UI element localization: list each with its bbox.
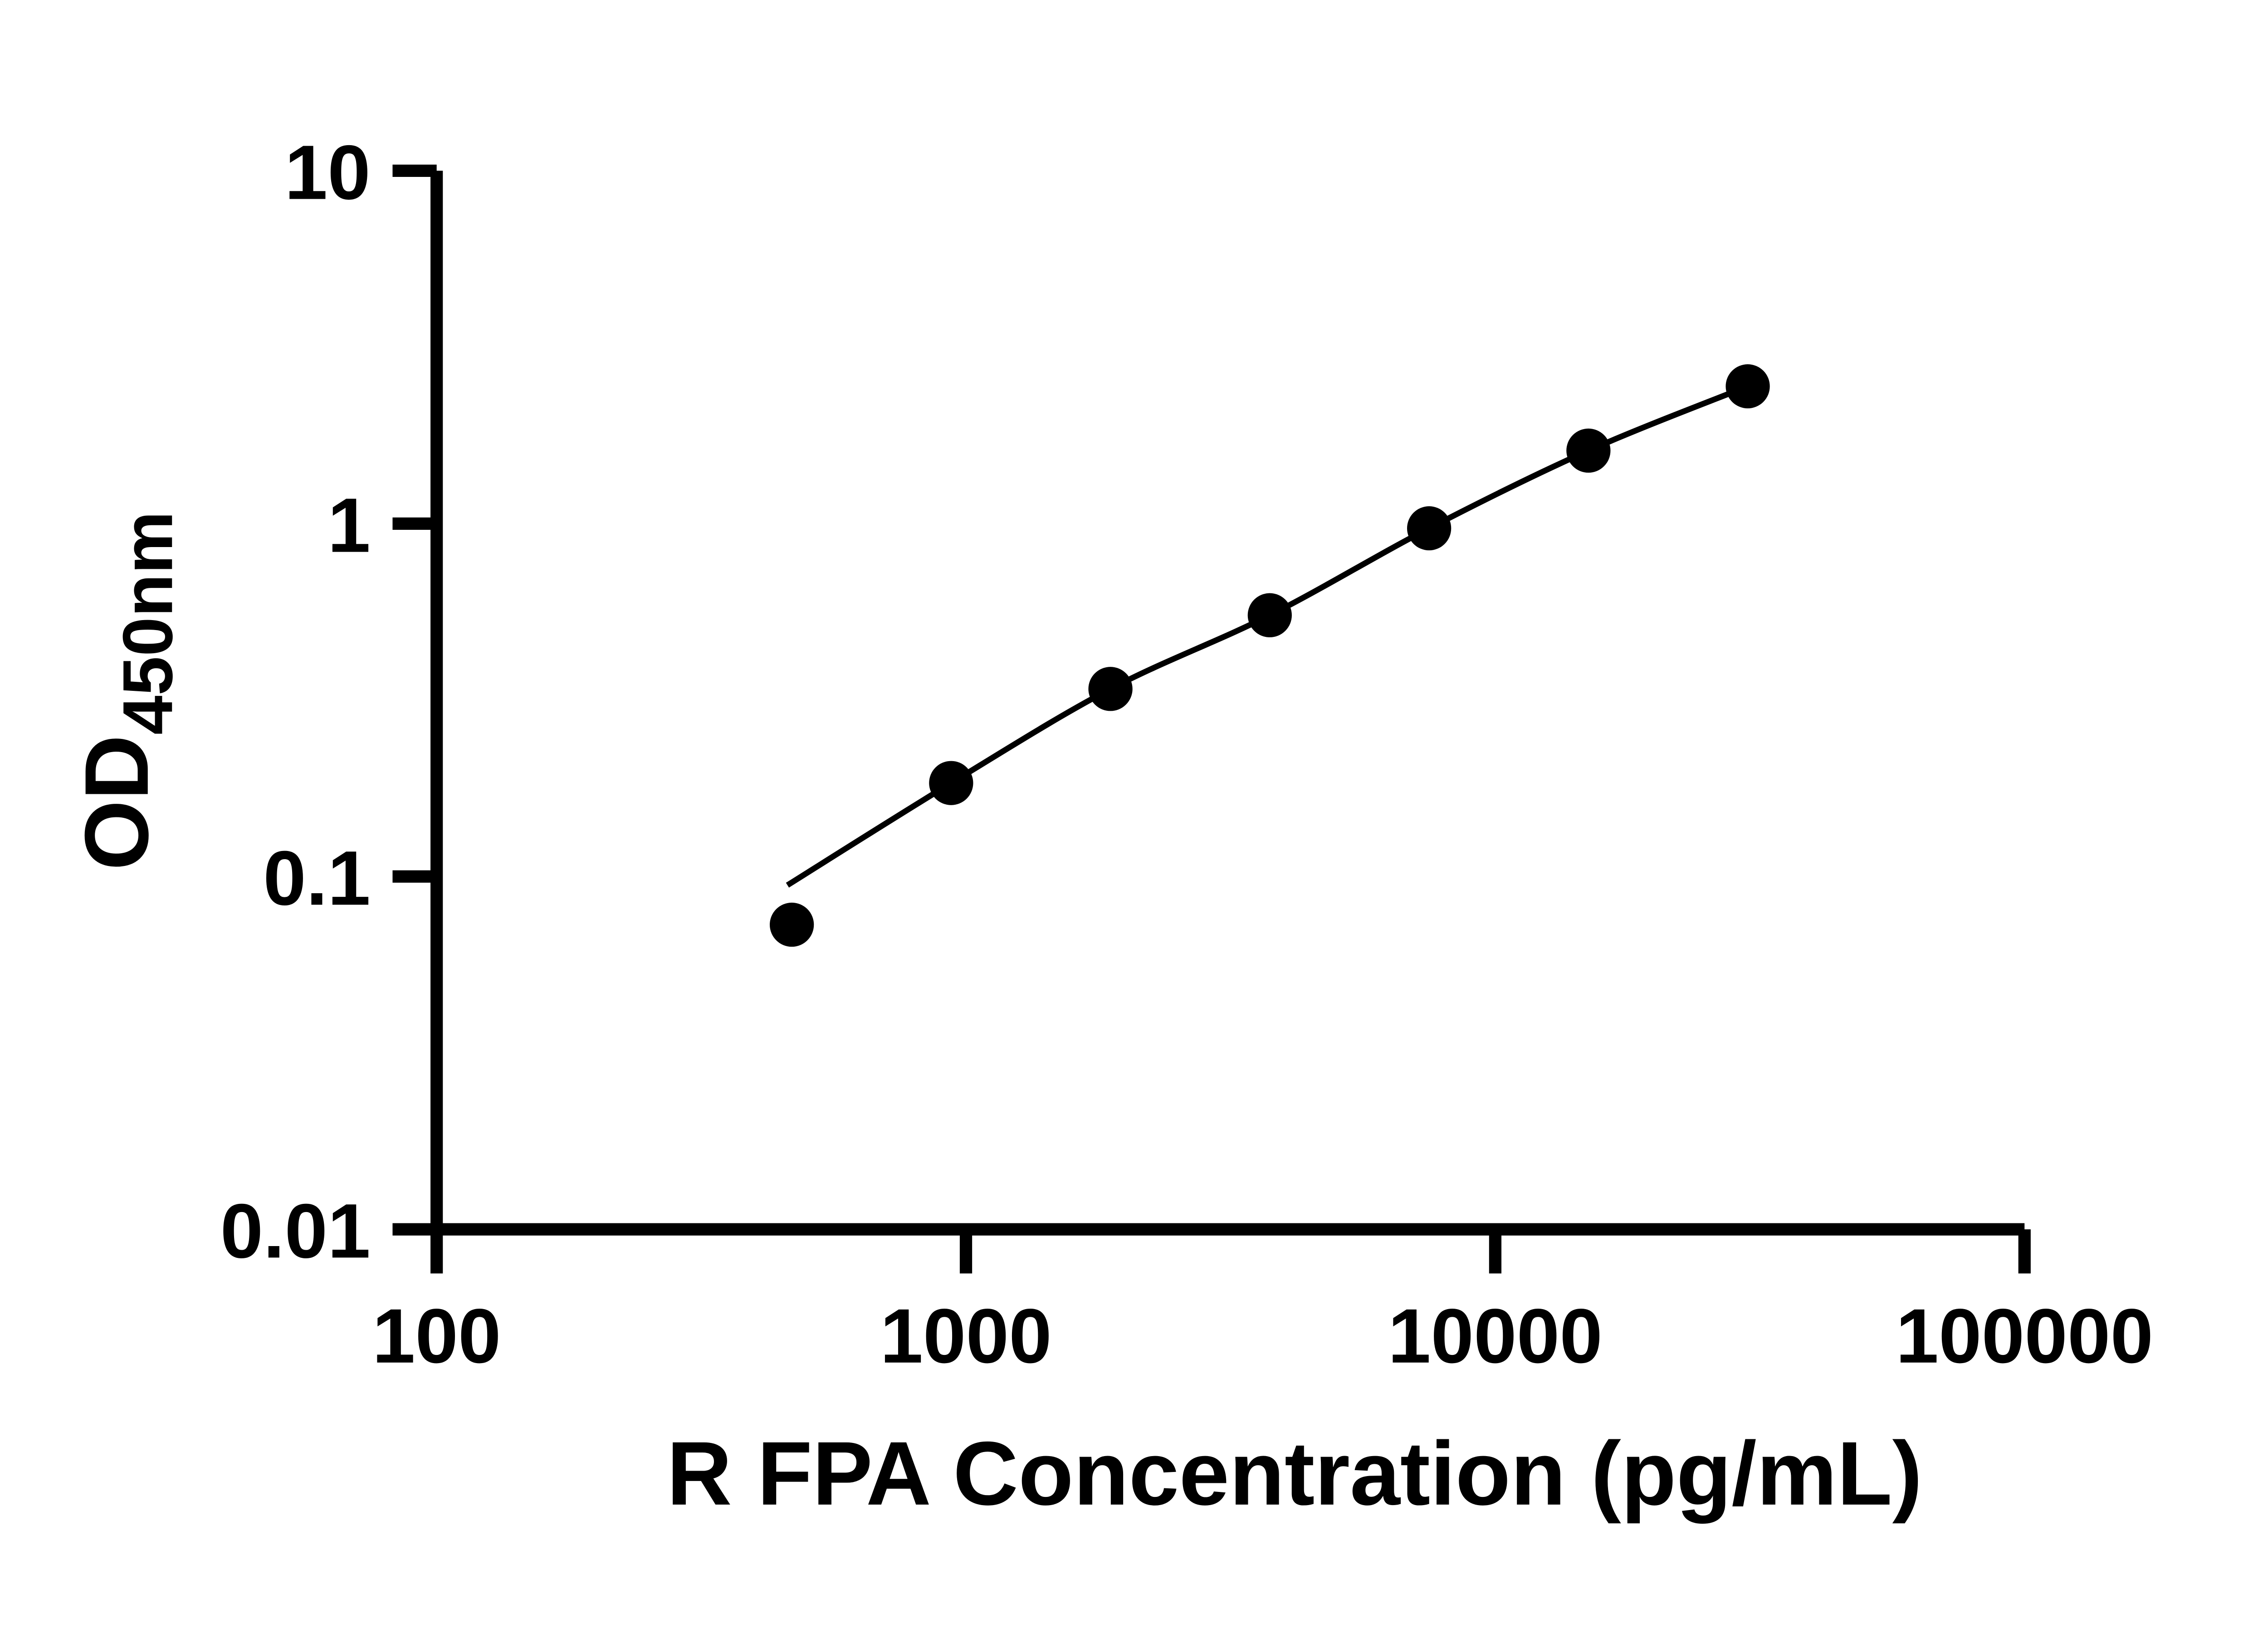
y-tick-label: 0.1 bbox=[263, 835, 371, 921]
x-tick-label: 10000 bbox=[1388, 1293, 1603, 1379]
y-axis-title-main: OD bbox=[67, 735, 167, 870]
x-tick-label: 100 bbox=[372, 1293, 501, 1379]
x-axis-title: R FPA Concentration (pg/mL) bbox=[667, 1423, 1922, 1524]
data-point bbox=[929, 761, 973, 805]
data-point bbox=[1566, 428, 1611, 473]
data-point bbox=[1407, 506, 1452, 551]
y-tick-label: 1 bbox=[327, 483, 371, 569]
data-point bbox=[1088, 667, 1133, 711]
y-axis-title-subscript: 450nm bbox=[108, 511, 187, 735]
x-tick-label: 1000 bbox=[880, 1293, 1052, 1379]
y-axis-title: OD450nm bbox=[67, 511, 187, 870]
x-tick-label: 100000 bbox=[1896, 1293, 2153, 1379]
data-point bbox=[770, 902, 814, 947]
data-point bbox=[1247, 593, 1292, 637]
data-point bbox=[1725, 364, 1770, 409]
y-tick-label: 10 bbox=[285, 130, 371, 216]
y-tick-label: 0.01 bbox=[220, 1188, 371, 1274]
